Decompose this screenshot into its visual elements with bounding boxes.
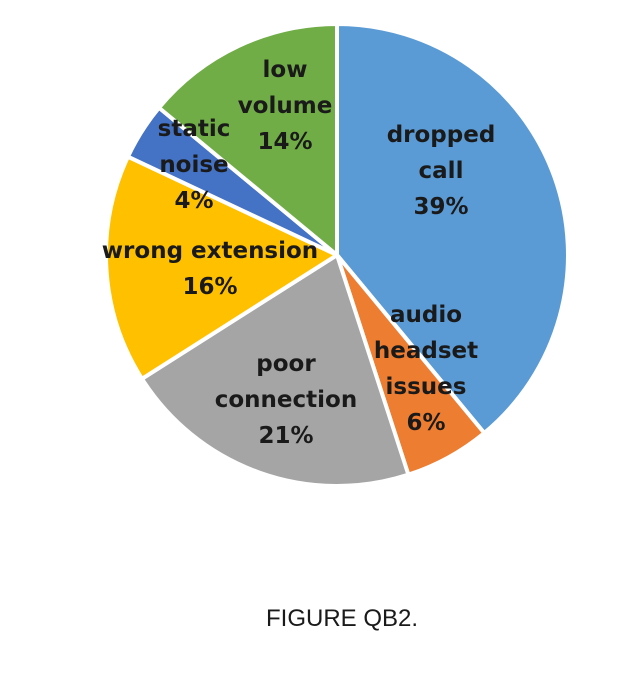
slice-name: audio (390, 302, 462, 328)
pie-slice (335, 22, 570, 435)
slice-name: low (263, 57, 308, 83)
slice-percent: 39% (413, 194, 468, 220)
figure-caption: FIGURE QB2. (265, 605, 419, 632)
slice-label: static noise 4% (158, 116, 231, 214)
slice-label: poor connection 21% (215, 351, 357, 449)
pie-slice (157, 22, 339, 257)
slice-percent: 16% (182, 274, 237, 300)
slice-label: low volume 14% (238, 57, 333, 155)
slice-percent: 14% (257, 129, 312, 155)
slice-name: dropped (387, 122, 496, 148)
pie-chart: dropped call 39% audio headset issues 6% poor co… (102, 22, 570, 488)
pie-labels: dropped call 39% audio headset issues 6% poor co… (102, 57, 496, 449)
slice-label: dropped call 39% (387, 122, 496, 220)
slice-label: audio headset issues 6% (374, 302, 478, 436)
slice-name: poor (256, 351, 316, 377)
slice-name: headset (374, 338, 478, 364)
pie-slice (104, 154, 339, 381)
pie-slice (139, 253, 411, 488)
slice-name: wrong extension (102, 238, 318, 264)
slice-name: call (419, 158, 464, 184)
slice-name: noise (159, 152, 228, 178)
slice-name: volume (238, 93, 333, 119)
slice-label: wrong extension 16% (102, 238, 318, 300)
slice-name: connection (215, 387, 357, 413)
slice-percent: 6% (406, 410, 445, 436)
slice-percent: 4% (174, 188, 213, 214)
slice-percent: 21% (258, 423, 313, 449)
slice-name: static (158, 116, 231, 142)
slice-name: issues (386, 374, 467, 400)
pie-slices (104, 22, 570, 488)
